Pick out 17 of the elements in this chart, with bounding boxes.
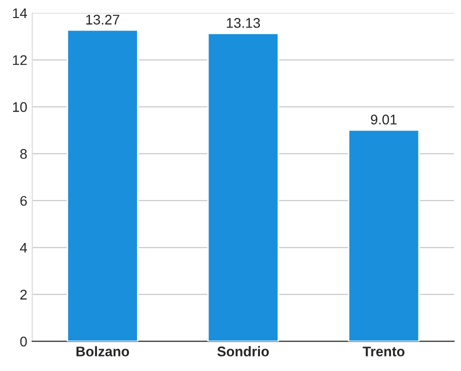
y-tick-label: 10 (13, 102, 27, 112)
y-tick-label: 8 (20, 149, 27, 159)
y-tick-label: 4 (20, 242, 28, 253)
bar (66, 29, 138, 342)
y-tick-label: 0 (20, 336, 27, 346)
bar (207, 32, 280, 342)
x-tick-label: Trento (362, 346, 404, 356)
data-label: 13.27 (86, 14, 120, 25)
bar (348, 129, 420, 342)
x-tick-label: Sondrio (217, 346, 269, 356)
y-tick-label: 6 (20, 196, 27, 206)
x-tick-label: Bolzano (76, 346, 130, 356)
data-label: 13.13 (226, 18, 260, 28)
y-tick-label: 12 (13, 55, 27, 65)
y-tick-label: 2 (20, 290, 27, 300)
data-label: 9.01 (370, 114, 397, 124)
y-tick-label: 14 (13, 8, 28, 18)
